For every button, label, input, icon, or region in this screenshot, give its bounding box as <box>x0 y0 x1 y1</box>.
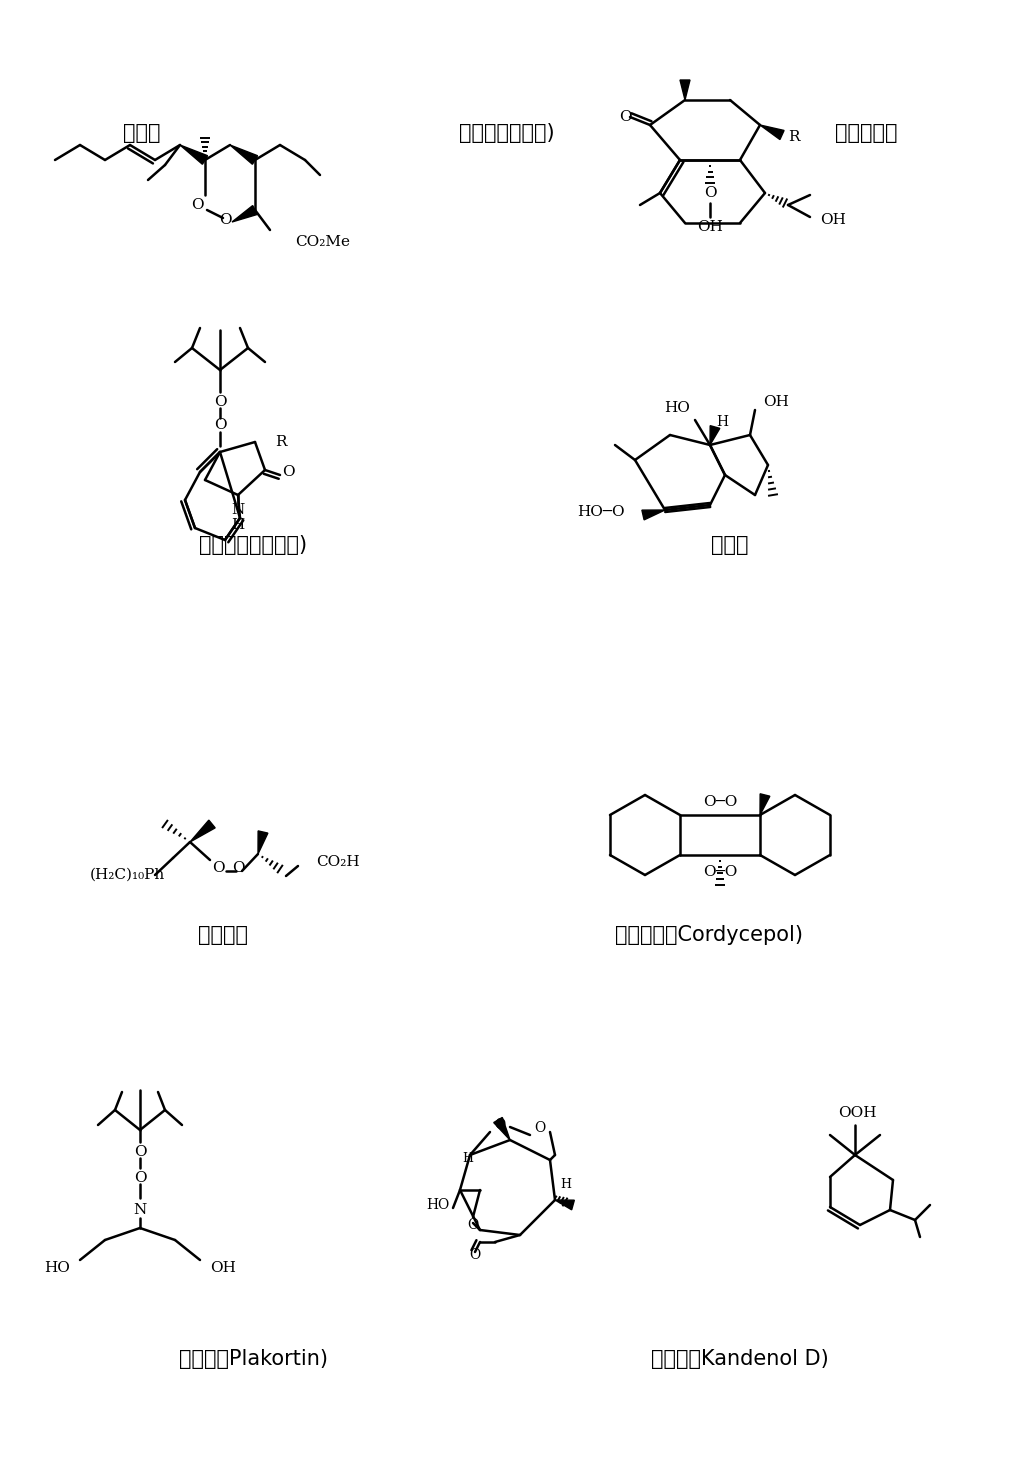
Text: O─O: O─O <box>703 864 737 879</box>
Text: O: O <box>467 1218 478 1231</box>
Text: 抗艾滋活性: 抗艾滋活性 <box>835 123 898 144</box>
Text: HO: HO <box>45 1261 70 1274</box>
Text: H: H <box>716 414 728 429</box>
Text: O: O <box>134 1146 146 1159</box>
Text: O: O <box>219 213 231 226</box>
Text: O: O <box>494 1117 505 1132</box>
Text: O: O <box>214 395 226 408</box>
Text: OOH: OOH <box>838 1106 876 1120</box>
Text: N: N <box>134 1203 147 1217</box>
Text: O: O <box>232 861 244 875</box>
Text: HO: HO <box>665 401 690 414</box>
Polygon shape <box>760 124 784 139</box>
Text: H: H <box>231 518 244 531</box>
Text: R: R <box>275 435 287 448</box>
Text: 抗菌藥（Kandenol D): 抗菌藥（Kandenol D) <box>650 1348 829 1369</box>
Text: 抗瘧疾: 抗瘧疾 <box>123 123 161 144</box>
Text: (H₂C)₁₀Ph: (H₂C)₁₀Ph <box>90 867 165 882</box>
Polygon shape <box>642 511 665 519</box>
Text: O: O <box>190 198 204 212</box>
Text: O: O <box>469 1248 480 1262</box>
Text: CO₂H: CO₂H <box>316 855 360 869</box>
Text: 抗瘧藥（青蒿素): 抗瘧藥（青蒿素) <box>459 123 554 144</box>
Text: O: O <box>619 110 631 124</box>
Text: O: O <box>535 1120 546 1135</box>
Polygon shape <box>232 206 257 222</box>
Text: O: O <box>212 861 224 875</box>
Text: OH: OH <box>763 395 789 408</box>
Text: 抗生素（Plakortin): 抗生素（Plakortin) <box>178 1348 328 1369</box>
Text: H: H <box>462 1151 473 1165</box>
Text: O: O <box>214 417 226 432</box>
Text: 抗腫瘤藥（Cordycepol): 抗腫瘤藥（Cordycepol) <box>615 925 803 946</box>
Text: N: N <box>231 503 244 517</box>
Text: OH: OH <box>820 213 846 226</box>
Polygon shape <box>258 830 267 854</box>
Text: HO: HO <box>426 1197 450 1212</box>
Polygon shape <box>180 145 208 164</box>
Text: 抗腫瘤藥（雄果酸): 抗腫瘤藥（雄果酸) <box>200 534 307 555</box>
Polygon shape <box>710 426 720 445</box>
Polygon shape <box>760 793 770 815</box>
Text: O: O <box>282 465 295 480</box>
Text: H: H <box>560 1178 571 1191</box>
Text: 抗瘧疾: 抗瘧疾 <box>710 534 749 555</box>
Text: R: R <box>788 130 799 144</box>
Polygon shape <box>493 1117 510 1140</box>
Polygon shape <box>680 80 690 101</box>
Text: O─O: O─O <box>703 795 737 810</box>
Text: OH: OH <box>697 221 723 234</box>
Text: O: O <box>704 186 716 200</box>
Text: 抗癌活性: 抗癌活性 <box>198 925 248 946</box>
Polygon shape <box>555 1200 574 1209</box>
Text: CO₂Me: CO₂Me <box>295 235 350 249</box>
Text: HO─O: HO─O <box>577 505 625 519</box>
Text: O: O <box>134 1171 146 1185</box>
Polygon shape <box>230 145 257 164</box>
Polygon shape <box>190 820 215 842</box>
Text: OH: OH <box>210 1261 236 1274</box>
